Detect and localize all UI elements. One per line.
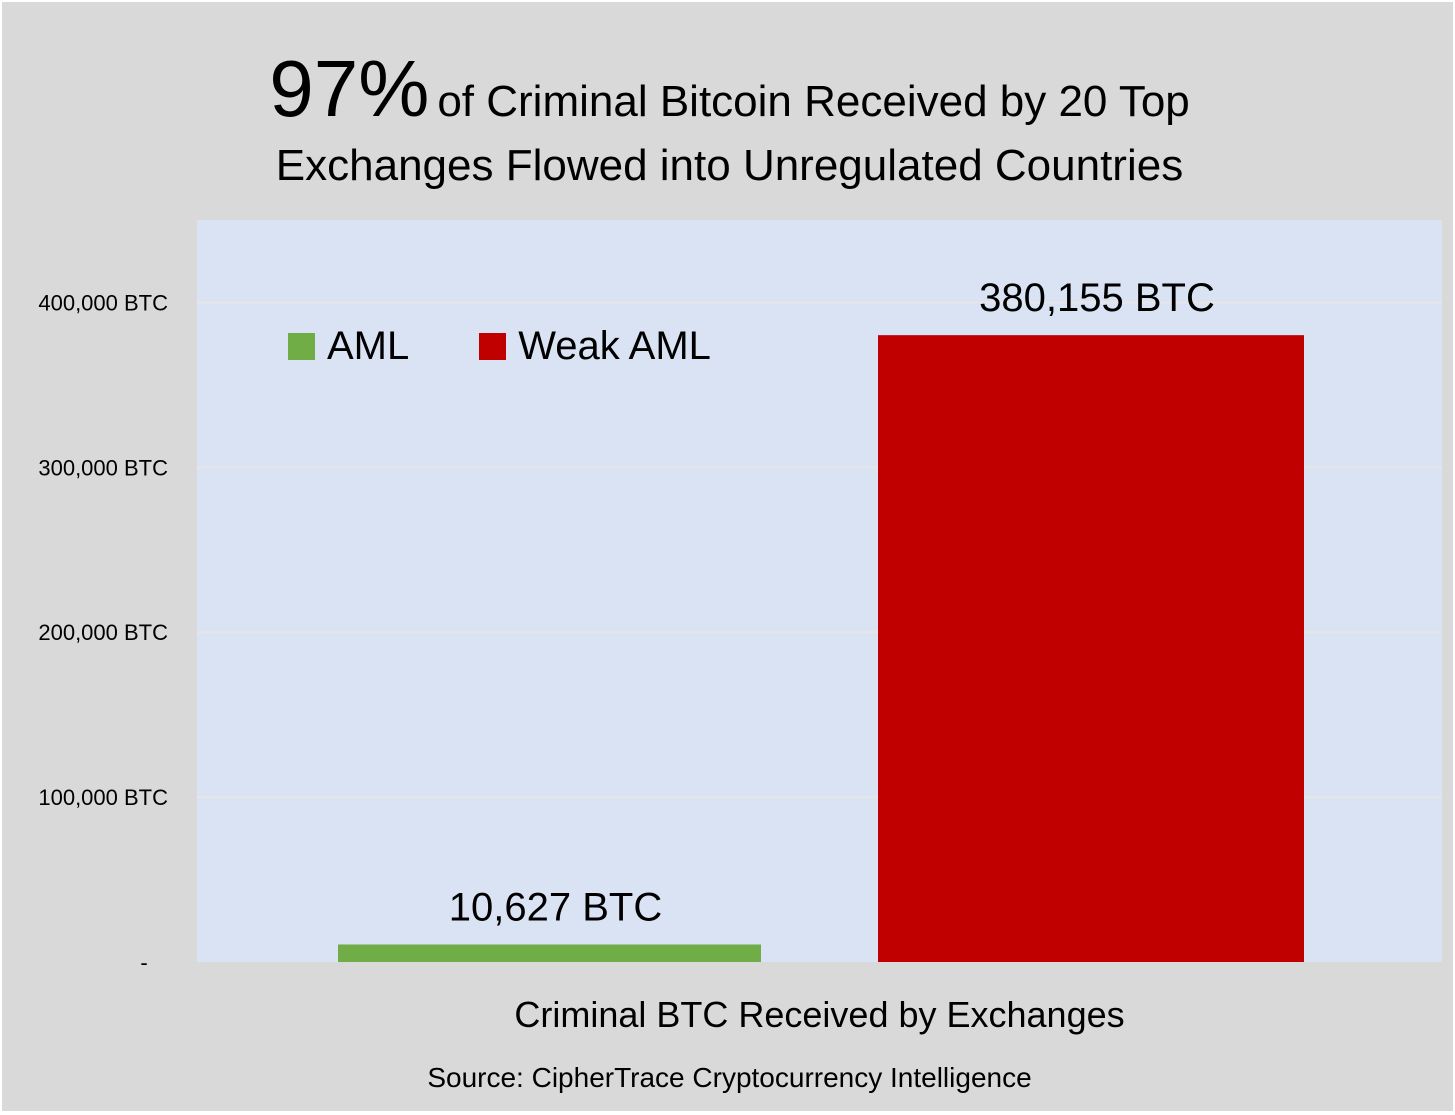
data-label: 10,627 BTC xyxy=(449,885,662,929)
title-line-2: Exchanges Flowed into Unregulated Countr… xyxy=(275,141,1184,191)
x-axis-label: Criminal BTC Received by Exchanges xyxy=(514,994,1125,1035)
source-note: Source: CipherTrace Cryptocurrency Intel… xyxy=(427,1062,1032,1093)
legend-item: Weak AML xyxy=(479,324,711,369)
title-highlight-percent: 97% xyxy=(269,44,430,133)
legend-swatch xyxy=(288,333,315,360)
y-tick-label: 400,000 BTC xyxy=(38,290,168,315)
y-tick-label: 200,000 BTC xyxy=(38,620,168,645)
legend-label: Weak AML xyxy=(518,324,711,368)
data-label: 380,155 BTC xyxy=(979,276,1215,320)
legend-item: AML xyxy=(288,324,409,369)
y-tick-label: 100,000 BTC xyxy=(38,785,168,810)
title-line-1-text: of Criminal Bitcoin Received by 20 Top xyxy=(437,77,1190,126)
chart-title: 97% of Criminal Bitcoin Received by 20 To… xyxy=(2,42,1455,192)
legend-swatch xyxy=(479,333,507,360)
y-tick-label: - xyxy=(140,950,147,975)
legend-label: AML xyxy=(327,324,410,368)
y-tick-label: 300,000 BTC xyxy=(38,455,168,480)
bar-aml xyxy=(338,944,761,962)
chart-legend: AML Weak AML xyxy=(288,324,781,369)
bar-weak-aml xyxy=(878,335,1304,963)
title-line-1: 97% of Criminal Bitcoin Received by 20 To… xyxy=(2,42,1455,136)
